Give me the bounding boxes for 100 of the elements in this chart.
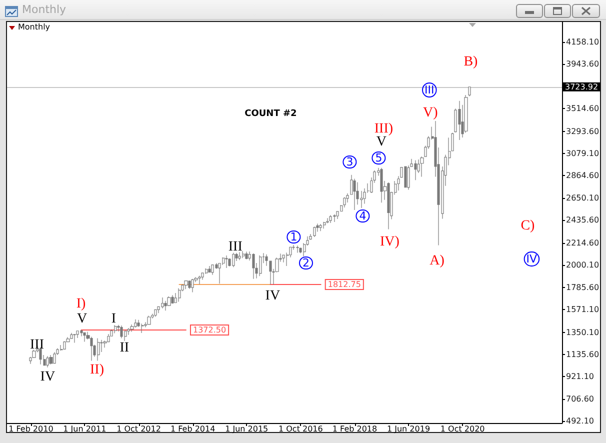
candlestick bbox=[63, 341, 66, 350]
annotation: III bbox=[424, 84, 434, 96]
candlestick bbox=[134, 319, 137, 328]
candlestick bbox=[97, 338, 100, 362]
candlestick bbox=[174, 292, 177, 304]
candlestick bbox=[329, 214, 332, 224]
candlestick bbox=[404, 166, 407, 188]
candlestick bbox=[70, 332, 73, 339]
candlestick bbox=[269, 260, 272, 285]
x-tick-label: 1 Jun 2015 bbox=[225, 424, 268, 434]
annotation: I) bbox=[76, 296, 86, 312]
candlestick bbox=[323, 222, 326, 229]
annotation: 3 bbox=[346, 156, 354, 168]
candlestick bbox=[296, 245, 299, 254]
annotation: V bbox=[76, 312, 88, 326]
x-tick-label: 1 Feb 2018 bbox=[332, 424, 378, 434]
y-tick-label: 3293.60 bbox=[566, 126, 600, 136]
candlestick bbox=[232, 252, 235, 268]
candlestick bbox=[380, 168, 383, 203]
chart-subtitle: Monthly bbox=[18, 22, 50, 32]
y-tick-label: 1571.10 bbox=[566, 304, 600, 314]
y-tick-label: 3943.60 bbox=[566, 60, 600, 69]
candlestick bbox=[353, 178, 356, 210]
candlestick bbox=[208, 266, 211, 273]
annotation: II bbox=[120, 340, 130, 356]
y-tick-label: 2000.10 bbox=[566, 260, 600, 270]
candlestick bbox=[171, 294, 174, 304]
candlestick bbox=[242, 250, 245, 258]
x-tick-label: 1 Jun 2011 bbox=[63, 424, 106, 434]
annotation: IV) bbox=[380, 234, 400, 250]
candlestick bbox=[60, 344, 63, 351]
x-tick-label: 1 Feb 2010 bbox=[8, 424, 54, 434]
candlestick bbox=[164, 300, 167, 311]
y-tick-label: 706.60 bbox=[566, 394, 594, 404]
candlestick bbox=[53, 352, 56, 364]
y-tick-label: 1350.10 bbox=[566, 328, 600, 337]
candlestick bbox=[414, 160, 417, 180]
candlestick bbox=[245, 251, 248, 260]
y-tick-label: 4158.10 bbox=[566, 37, 600, 46]
candlestick bbox=[468, 86, 471, 97]
data-label: 1812.75 bbox=[328, 280, 361, 289]
annotation: III bbox=[228, 240, 243, 254]
candlestick bbox=[120, 325, 123, 339]
candlestick bbox=[184, 280, 188, 290]
annotation: 2 bbox=[302, 256, 310, 270]
annotation: V) bbox=[423, 106, 438, 120]
candlestick bbox=[225, 255, 228, 268]
y-tick-label: 3079.10 bbox=[566, 149, 600, 158]
candlestick bbox=[178, 288, 181, 302]
annotation: 4 bbox=[359, 210, 366, 222]
candlestick bbox=[167, 296, 171, 306]
candlestick bbox=[387, 182, 390, 230]
candlestick bbox=[259, 255, 262, 276]
annotation: I bbox=[111, 312, 116, 326]
y-tick-label: 2864.60 bbox=[566, 171, 600, 180]
x-tick-label: 1 Feb 2014 bbox=[170, 424, 216, 434]
annotation: V bbox=[376, 134, 386, 150]
candlestick bbox=[154, 309, 157, 317]
candlestick bbox=[464, 94, 468, 134]
annotation: IV bbox=[265, 288, 280, 304]
candlestick bbox=[458, 100, 461, 140]
candlestick bbox=[198, 275, 201, 285]
x-tick-label: 1 Oct 2016 bbox=[278, 424, 323, 434]
annotation: IV bbox=[526, 252, 538, 266]
y-tick-label: 3514.60 bbox=[566, 104, 600, 114]
candlestick bbox=[191, 278, 194, 292]
candlestick bbox=[420, 156, 424, 178]
annotation: 5 bbox=[375, 152, 382, 164]
candlestick bbox=[201, 272, 204, 280]
candlestick bbox=[141, 323, 144, 334]
candlestick bbox=[188, 280, 191, 290]
x-tick-label: 1 Jun 2019 bbox=[386, 424, 430, 434]
chart-title: Monthly bbox=[22, 3, 67, 16]
candlestick bbox=[333, 214, 336, 222]
candlestick bbox=[299, 247, 302, 254]
candlestick bbox=[147, 315, 151, 325]
candlestick bbox=[46, 356, 49, 368]
y-tick-label: 1785.60 bbox=[566, 282, 600, 292]
y-tick-label: 1135.60 bbox=[566, 350, 600, 359]
candlestick bbox=[114, 324, 117, 334]
annotation: 1 bbox=[290, 230, 298, 244]
candlestick bbox=[73, 334, 76, 344]
candlestick bbox=[319, 224, 322, 232]
candlestick bbox=[161, 297, 164, 309]
annotation: A) bbox=[430, 254, 445, 268]
candlestick bbox=[252, 253, 255, 280]
y-tick-label: 2435.60 bbox=[566, 216, 600, 225]
annotation: B) bbox=[464, 54, 478, 70]
candlestick bbox=[39, 346, 42, 365]
y-tick-label: 492.10 bbox=[566, 416, 594, 426]
candlestick bbox=[238, 252, 241, 260]
candlestick bbox=[265, 254, 268, 266]
annotation: III bbox=[30, 338, 44, 352]
candlestick bbox=[211, 264, 214, 276]
annotation: C) bbox=[520, 218, 536, 234]
data-label: 1372.50 bbox=[192, 325, 226, 334]
y-tick-label: 2650.10 bbox=[566, 193, 600, 202]
candlestick bbox=[49, 354, 53, 365]
y-tick-label: 2214.60 bbox=[566, 238, 600, 248]
candlestick bbox=[83, 332, 86, 342]
